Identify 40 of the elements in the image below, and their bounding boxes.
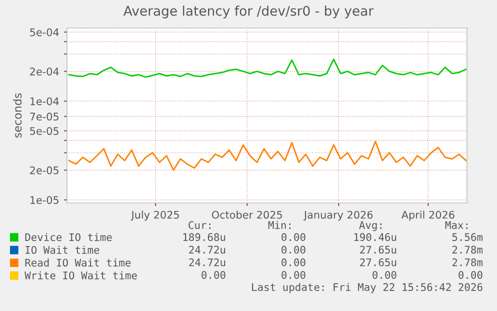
legend-label: IO Wait time <box>26 246 100 254</box>
y-tick-label: 7e-05 <box>30 112 58 121</box>
text: Min: <box>268 220 290 229</box>
x-tick-label: April 2026 <box>401 210 454 221</box>
text: 2.78m <box>452 258 483 266</box>
line-series <box>68 140 467 171</box>
text: 189.68u <box>183 233 226 242</box>
text: 24.72u <box>189 246 226 254</box>
y-tick-label: 5e-04 <box>30 28 59 36</box>
text: 0.00 <box>372 270 396 279</box>
chart-title: Average latency for /dev/sr0 - by year <box>123 6 374 18</box>
y-tick-label: 1e-04 <box>30 97 59 106</box>
text: Last update: Fri May 22 15:56:42 2026 <box>252 282 482 294</box>
x-tick-label: October 2025 <box>212 210 282 219</box>
y-tick-label: 1e-05 <box>30 196 58 204</box>
legend-label: Read IO Wait time <box>25 258 131 267</box>
text: 27.65u <box>360 246 396 254</box>
y-axis-title: seconds <box>13 93 22 138</box>
legend-label: Device IO time <box>25 233 112 242</box>
y-tick-label: 2e-04 <box>30 68 59 76</box>
legend-label: Write IO Wait time <box>24 271 137 280</box>
x-tick-label: July 2025 <box>130 210 179 221</box>
y-tick-label: 2e-05 <box>30 166 58 174</box>
text: 0.00 <box>282 270 306 279</box>
text: Cur: <box>188 221 210 230</box>
text: 2.78m <box>452 246 483 254</box>
line-series <box>68 58 467 78</box>
text: 0.00 <box>458 270 482 279</box>
text: 0.00 <box>282 233 306 242</box>
text: 27.65u <box>360 258 396 266</box>
y-tick-label: 5e-05 <box>30 127 58 135</box>
text: 0.00 <box>202 270 226 279</box>
x-tick-label: January 2026 <box>303 210 373 221</box>
text: Max: <box>445 221 468 230</box>
text: 24.72u <box>189 258 226 266</box>
text: 5.56m <box>452 233 483 242</box>
text: Avg: <box>359 221 382 232</box>
text: 190.46u <box>354 233 396 242</box>
text: 0.00 <box>282 246 306 254</box>
text: 0.00 <box>282 258 306 266</box>
